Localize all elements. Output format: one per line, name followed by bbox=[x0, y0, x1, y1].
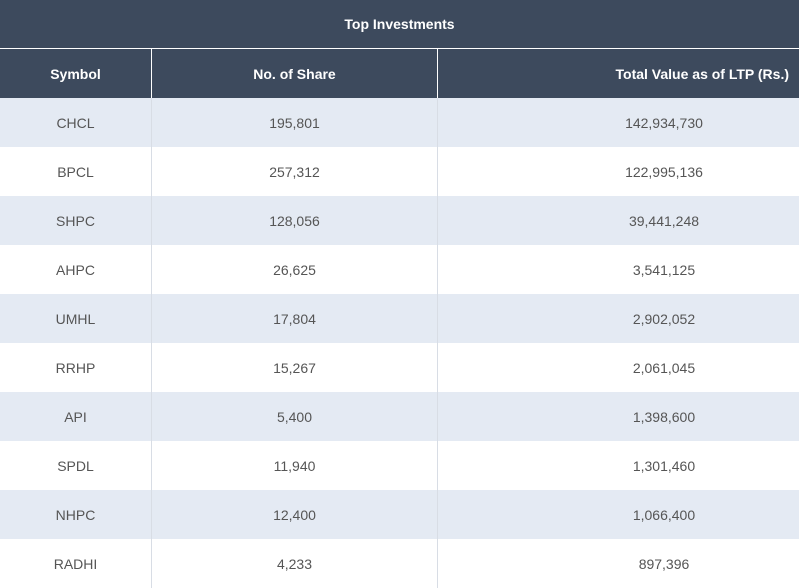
table-row: CHCL 195,801 142,934,730 bbox=[0, 98, 799, 147]
table-row: SPDL 11,940 1,301,460 bbox=[0, 441, 799, 490]
cell-value-wrap: 1,066,400 bbox=[438, 490, 799, 539]
table-row: BPCL 257,312 122,995,136 bbox=[0, 147, 799, 196]
cell-symbol: API bbox=[0, 392, 152, 441]
cell-shares: 4,233 bbox=[152, 539, 438, 588]
cell-total-value: 1,301,460 bbox=[632, 457, 696, 474]
cell-shares: 128,056 bbox=[152, 196, 438, 245]
cell-total-value: 2,061,045 bbox=[632, 359, 696, 376]
header-shares: No. of Share bbox=[152, 49, 438, 98]
cell-symbol: SPDL bbox=[0, 441, 152, 490]
cell-shares: 195,801 bbox=[152, 98, 438, 147]
cell-value-wrap: 897,396 bbox=[438, 539, 799, 588]
table-header-row: Symbol No. of Share Total Value as of LT… bbox=[0, 48, 799, 98]
cell-shares: 15,267 bbox=[152, 343, 438, 392]
cell-symbol: UMHL bbox=[0, 294, 152, 343]
cell-value-wrap: 142,934,730 bbox=[438, 98, 799, 147]
cell-symbol: NHPC bbox=[0, 490, 152, 539]
table-row: UMHL 17,804 2,902,052 bbox=[0, 294, 799, 343]
cell-shares: 26,625 bbox=[152, 245, 438, 294]
cell-value-wrap: 3,541,125 bbox=[438, 245, 799, 294]
table-row: API 5,400 1,398,600 bbox=[0, 392, 799, 441]
cell-shares: 5,400 bbox=[152, 392, 438, 441]
cell-total-value: 39,441,248 bbox=[628, 212, 700, 229]
cell-total-value: 897,396 bbox=[638, 555, 690, 572]
cell-total-value: 142,934,730 bbox=[625, 114, 703, 131]
table-row: SHPC 128,056 39,441,248 bbox=[0, 196, 799, 245]
table-row: RADHI 4,233 897,396 bbox=[0, 539, 799, 588]
cell-value-wrap: 1,301,460 bbox=[438, 441, 799, 490]
cell-value-wrap: 2,902,052 bbox=[438, 294, 799, 343]
cell-symbol: SHPC bbox=[0, 196, 152, 245]
header-total-value: Total Value as of LTP (Rs.) bbox=[615, 65, 789, 82]
cell-value-wrap: 2,061,045 bbox=[438, 343, 799, 392]
table-row: RRHP 15,267 2,061,045 bbox=[0, 343, 799, 392]
cell-total-value: 1,398,600 bbox=[632, 408, 696, 425]
cell-value-wrap: 39,441,248 bbox=[438, 196, 799, 245]
table-row: NHPC 12,400 1,066,400 bbox=[0, 490, 799, 539]
cell-total-value: 122,995,136 bbox=[625, 163, 703, 180]
cell-shares: 17,804 bbox=[152, 294, 438, 343]
cell-value-wrap: 122,995,136 bbox=[438, 147, 799, 196]
table-title: Top Investments bbox=[0, 0, 799, 48]
cell-symbol: RRHP bbox=[0, 343, 152, 392]
cell-total-value: 2,902,052 bbox=[632, 310, 696, 327]
cell-shares: 12,400 bbox=[152, 490, 438, 539]
cell-shares: 11,940 bbox=[152, 441, 438, 490]
header-symbol: Symbol bbox=[0, 49, 152, 98]
table-row: AHPC 26,625 3,541,125 bbox=[0, 245, 799, 294]
cell-total-value: 1,066,400 bbox=[632, 506, 696, 523]
cell-total-value: 3,541,125 bbox=[632, 261, 696, 278]
cell-symbol: BPCL bbox=[0, 147, 152, 196]
cell-value-wrap: 1,398,600 bbox=[438, 392, 799, 441]
cell-symbol: RADHI bbox=[0, 539, 152, 588]
cell-symbol: CHCL bbox=[0, 98, 152, 147]
cell-shares: 257,312 bbox=[152, 147, 438, 196]
cell-symbol: AHPC bbox=[0, 245, 152, 294]
